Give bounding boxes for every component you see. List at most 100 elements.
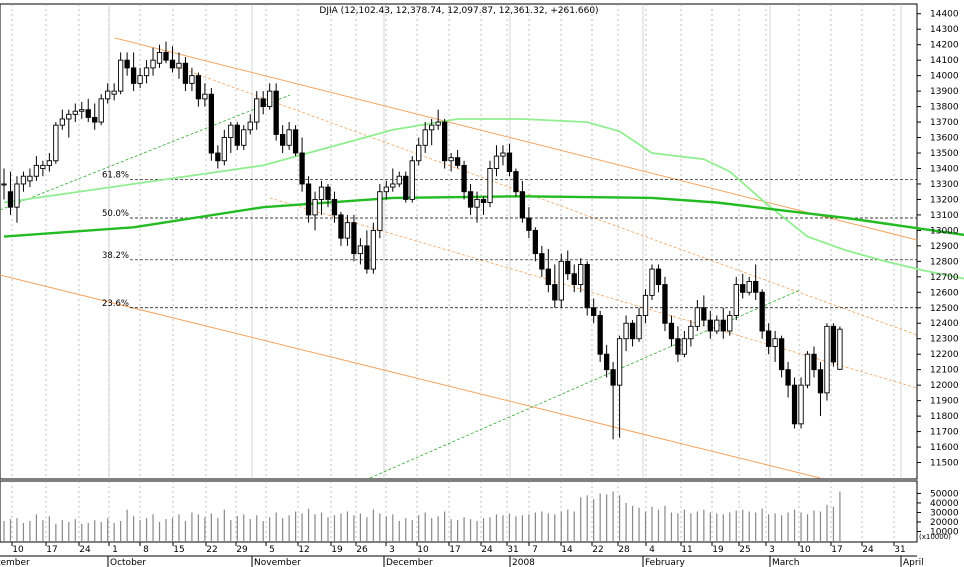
candle [668, 315, 675, 347]
candle-body [7, 191, 14, 208]
candle [241, 125, 247, 150]
price-tick-label: 13500 [930, 149, 959, 159]
candle [221, 129, 227, 166]
candle-body [655, 268, 662, 286]
candle [117, 52, 124, 95]
price-tick-label: 13100 [930, 211, 959, 221]
candle [733, 276, 739, 321]
price-tick-label: 14200 [930, 41, 959, 51]
candle-body [92, 116, 98, 123]
day-tick-label: 10 [799, 545, 811, 555]
candle [189, 67, 195, 92]
candle-body [351, 222, 357, 255]
candle-body [208, 93, 215, 154]
candle-body [221, 137, 227, 162]
candle [753, 264, 759, 301]
candle-body [740, 284, 746, 293]
candle [254, 91, 260, 130]
candle-body [785, 369, 791, 386]
candle-body [247, 121, 253, 131]
candle [46, 153, 53, 172]
fibonacci-label: 61.8% [102, 170, 129, 180]
day-tick-label: 26 [356, 545, 368, 555]
candle-body [623, 322, 629, 340]
candle-body [396, 175, 402, 185]
day-tick-label: 22 [592, 545, 603, 555]
candle-body [597, 315, 603, 355]
candle [772, 330, 778, 362]
volume-multiplier-label: (x10000) [919, 533, 951, 541]
candle [422, 122, 428, 154]
candle [163, 41, 169, 64]
candle-body [824, 325, 830, 394]
candle-body [98, 98, 104, 123]
candle [740, 273, 746, 299]
candle-body [416, 144, 422, 162]
volume-tick-label: 30000 [930, 508, 959, 518]
candle [655, 264, 662, 293]
candle [565, 250, 571, 280]
price-tick-label: 13900 [930, 87, 959, 97]
candle-body [33, 164, 40, 177]
day-tick-label: 31 [507, 545, 518, 555]
candle-body [500, 152, 506, 157]
candle [383, 180, 389, 200]
candle-body [545, 268, 551, 286]
candle-body [837, 328, 843, 370]
candle-body [20, 175, 27, 185]
candle [636, 307, 642, 342]
candle [701, 295, 707, 327]
candle-body [668, 322, 675, 340]
day-tick-label: 22 [206, 545, 217, 555]
price-tick-label: 12400 [930, 319, 959, 329]
candle-body [513, 171, 519, 193]
candle-body [474, 198, 480, 208]
candle [603, 344, 610, 378]
candle [27, 168, 33, 188]
candle [279, 125, 286, 154]
candle [461, 160, 467, 200]
candle-body [364, 245, 370, 270]
candle [85, 98, 91, 123]
candle [325, 183, 331, 208]
candle-body [370, 229, 377, 270]
candle-body [422, 129, 428, 146]
candle-body [461, 164, 467, 193]
candle-body [565, 260, 571, 275]
candle [92, 103, 98, 130]
candle [791, 377, 798, 429]
candle [578, 258, 584, 293]
candle-body [811, 353, 817, 371]
candle [765, 323, 772, 355]
candle-body [804, 353, 811, 386]
candle-body [143, 67, 150, 77]
candle-body [105, 90, 111, 100]
candle-body [182, 62, 189, 84]
candle [746, 276, 752, 296]
candle-body [331, 198, 338, 216]
candle [552, 264, 558, 308]
candle-body [260, 98, 266, 108]
candle [597, 310, 603, 362]
candle-body [195, 75, 202, 100]
candle-body [137, 75, 143, 84]
day-tick-label: 17 [831, 545, 842, 555]
candle [409, 156, 415, 203]
candle [215, 145, 221, 169]
day-tick-label: 28 [618, 545, 630, 555]
candle-body [714, 319, 720, 332]
price-tick-label: 12900 [930, 242, 959, 252]
candle [526, 207, 532, 239]
candle-body [629, 322, 636, 340]
candle [305, 176, 312, 223]
candle-body [267, 90, 273, 108]
candle-body [254, 98, 260, 123]
candle [480, 196, 487, 215]
candle-body [720, 319, 726, 332]
candle-body [467, 191, 474, 208]
candle [707, 310, 713, 339]
candle-body [1, 183, 7, 186]
candle-body [578, 263, 584, 286]
candle-body [189, 75, 195, 84]
